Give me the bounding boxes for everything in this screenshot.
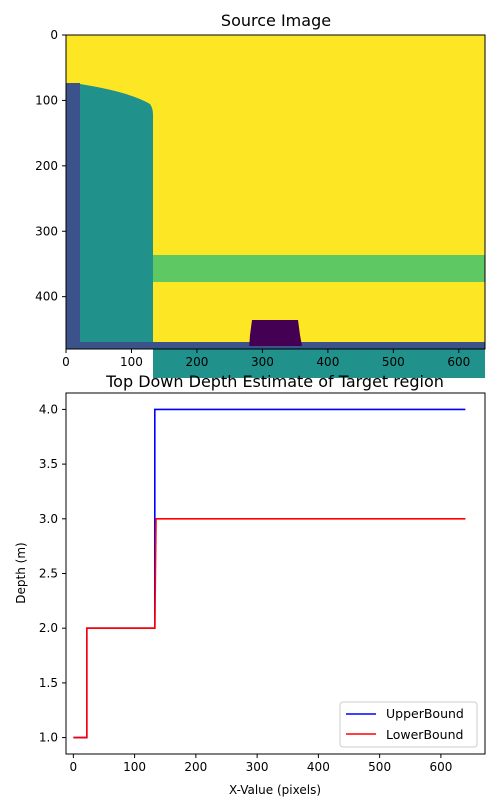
depth-chart-frame (65, 392, 486, 755)
depth-x-tick-label: 500 (368, 760, 391, 774)
depth-y-tick-label: 2.0 (39, 621, 58, 635)
depth-y-tick-label: 4.0 (39, 402, 58, 416)
depth-y-axis-label: Depth (m) (14, 542, 28, 603)
source-y-tick-label: 0 (50, 28, 58, 42)
source-image-frame (65, 34, 486, 350)
depth-x-tick-label: 400 (307, 760, 330, 774)
source-x-tick-label: 300 (251, 355, 274, 369)
depth-x-tick-label: 0 (70, 760, 78, 774)
legend-label-lowerbound: LowerBound (386, 727, 463, 742)
source-image-panel: Source Image 0 100 200 300 400 500 600 0 100 200… (35, 11, 486, 378)
depth-y-tick-label: 2.5 (39, 567, 58, 581)
image-object-region (249, 320, 302, 349)
source-x-tick-label: 200 (185, 355, 208, 369)
source-y-tick-label: 300 (35, 224, 58, 238)
legend-label-upperbound: UpperBound (386, 706, 464, 721)
depth-chart-title: Top Down Depth Estimate of Target region (105, 372, 444, 391)
series-line-upperbound (73, 408, 466, 739)
depth-legend: UpperBound LowerBound (339, 701, 478, 748)
depth-x-tick-label: 300 (246, 760, 269, 774)
source-x-tick-label: 600 (447, 355, 470, 369)
source-x-tick-label: 0 (62, 355, 70, 369)
depth-y-tick-label: 1.0 (39, 731, 58, 745)
source-x-tick-label: 500 (382, 355, 405, 369)
depth-y-tick-label: 1.5 (39, 676, 58, 690)
depth-y-ticks: 1.0 1.5 2.0 2.5 3.0 3.5 4.0 (39, 402, 66, 745)
depth-y-tick-label: 3.0 (39, 512, 58, 526)
depth-x-tick-label: 600 (429, 760, 452, 774)
depth-y-tick-label: 3.5 (39, 457, 58, 471)
series-line-lowerbound (73, 517, 466, 739)
source-image-title: Source Image (221, 11, 331, 30)
source-x-tick-label: 400 (316, 355, 339, 369)
depth-x-tick-label: 200 (184, 760, 207, 774)
image-object-base-region (232, 346, 320, 349)
depth-x-ticks: 0 100 200 300 400 500 600 (70, 754, 452, 774)
source-x-tick-label: 100 (120, 355, 143, 369)
source-y-tick-label: 100 (35, 93, 58, 107)
depth-estimate-panel: Top Down Depth Estimate of Target region… (14, 372, 486, 797)
depth-x-tick-label: 100 (123, 760, 146, 774)
source-y-tick-label: 400 (35, 290, 58, 304)
image-target-band-region (153, 255, 485, 282)
source-image-y-ticks: 0 100 200 300 400 (35, 28, 66, 304)
source-image-x-ticks: 0 100 200 300 400 500 600 (62, 349, 470, 369)
image-edge-strip-region (66, 83, 80, 349)
source-image (66, 35, 485, 378)
source-y-tick-label: 200 (35, 159, 58, 173)
depth-x-axis-label: X-Value (pixels) (229, 783, 321, 797)
depth-series-group (73, 408, 466, 739)
